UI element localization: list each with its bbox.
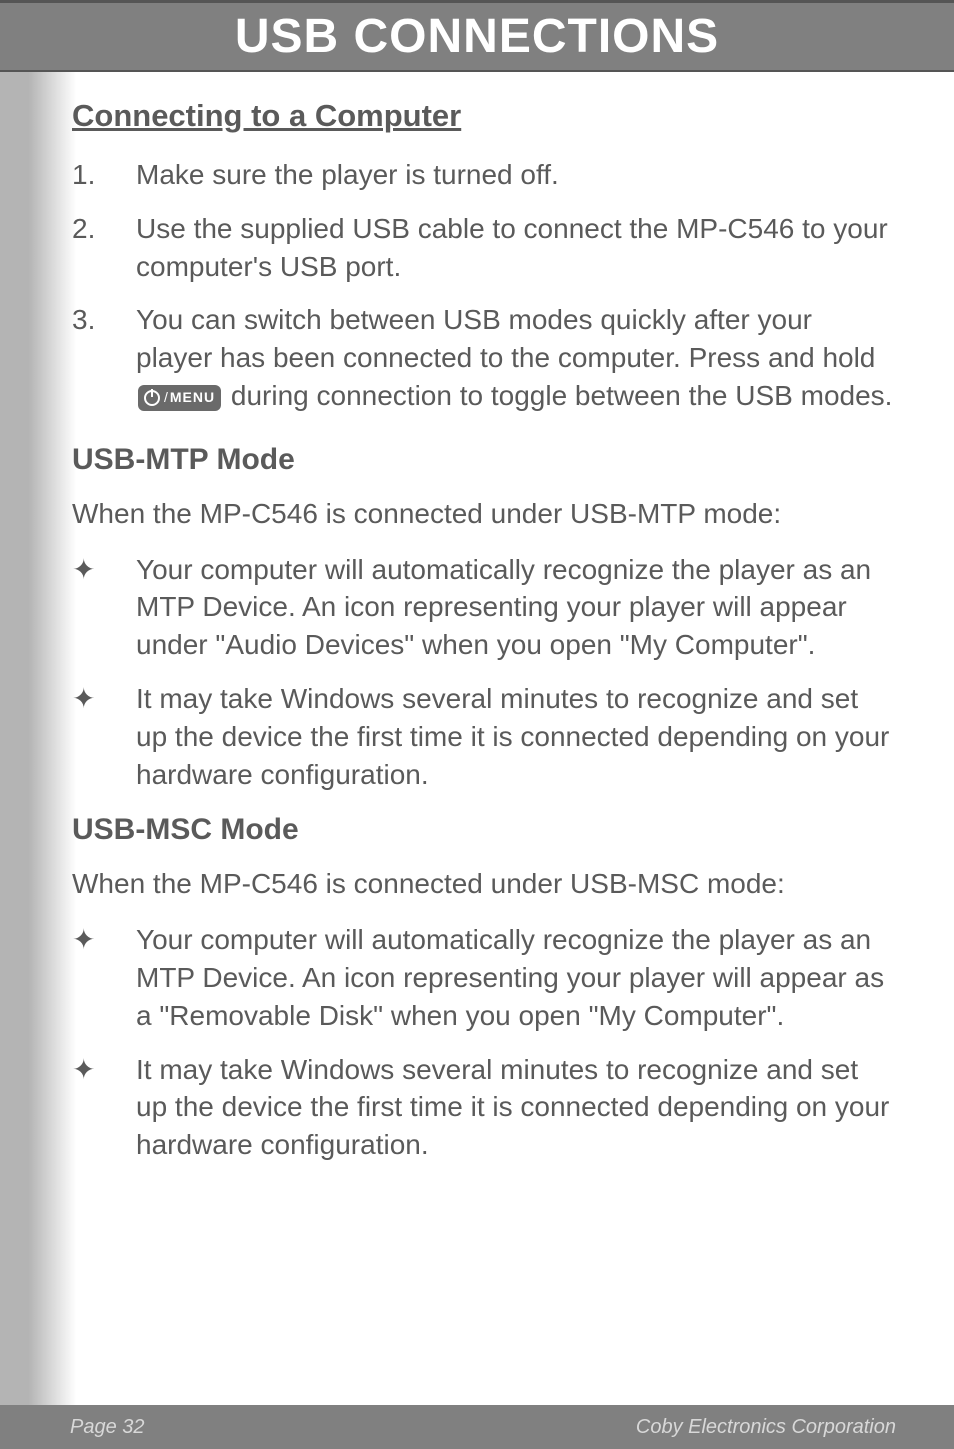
star-bullet-icon: ✦ — [72, 551, 136, 664]
list-item: ✦ Your computer will automatically recog… — [72, 921, 894, 1034]
subsection-heading-mtp: USB-MTP Mode — [72, 443, 894, 477]
numbered-list: 1. Make sure the player is turned off. 2… — [72, 156, 894, 415]
list-item: 2. Use the supplied USB cable to connect… — [72, 210, 894, 286]
power-icon — [144, 390, 160, 406]
list-text: You can switch between USB modes quickly… — [136, 301, 894, 414]
bullet-list: ✦ Your computer will automatically recog… — [72, 551, 894, 794]
list-text: It may take Windows several minutes to r… — [136, 1051, 894, 1164]
list-item: ✦ It may take Windows several minutes to… — [72, 1051, 894, 1164]
body-text: When the MP-C546 is connected under USB-… — [72, 865, 894, 903]
body-text: When the MP-C546 is connected under USB-… — [72, 495, 894, 533]
list-text: It may take Windows several minutes to r… — [136, 680, 894, 793]
subsection-heading-msc: USB-MSC Mode — [72, 813, 894, 847]
list-item: ✦ Your computer will automatically recog… — [72, 551, 894, 664]
bullet-list: ✦ Your computer will automatically recog… — [72, 921, 894, 1164]
menu-label: MENU — [170, 388, 215, 407]
list-number: 1. — [72, 156, 136, 194]
text-before: You can switch between USB modes quickly… — [136, 304, 875, 373]
star-bullet-icon: ✦ — [72, 680, 136, 793]
list-text: Your computer will automatically recogni… — [136, 551, 894, 664]
list-text: Make sure the player is turned off. — [136, 156, 894, 194]
list-text: Use the supplied USB cable to connect th… — [136, 210, 894, 286]
footer-bar: Page 32 Coby Electronics Corporation — [0, 1405, 954, 1449]
page-number: Page 32 — [70, 1416, 145, 1439]
slash-icon: / — [164, 388, 168, 407]
company-name: Coby Electronics Corporation — [636, 1416, 896, 1439]
content-area: Connecting to a Computer 1. Make sure th… — [0, 72, 954, 1164]
power-menu-button-icon: /MENU — [138, 385, 221, 411]
list-number: 2. — [72, 210, 136, 286]
text-after: during connection to toggle between the … — [223, 380, 892, 411]
star-bullet-icon: ✦ — [72, 1051, 136, 1164]
page-title: USB CONNECTIONS — [235, 9, 719, 64]
list-number: 3. — [72, 301, 136, 414]
list-item: 3. You can switch between USB modes quic… — [72, 301, 894, 414]
star-bullet-icon: ✦ — [72, 921, 136, 1034]
section-heading-connecting: Connecting to a Computer — [72, 98, 894, 134]
header-banner: USB CONNECTIONS — [0, 0, 954, 72]
list-item: ✦ It may take Windows several minutes to… — [72, 680, 894, 793]
list-text: Your computer will automatically recogni… — [136, 921, 894, 1034]
list-item: 1. Make sure the player is turned off. — [72, 156, 894, 194]
